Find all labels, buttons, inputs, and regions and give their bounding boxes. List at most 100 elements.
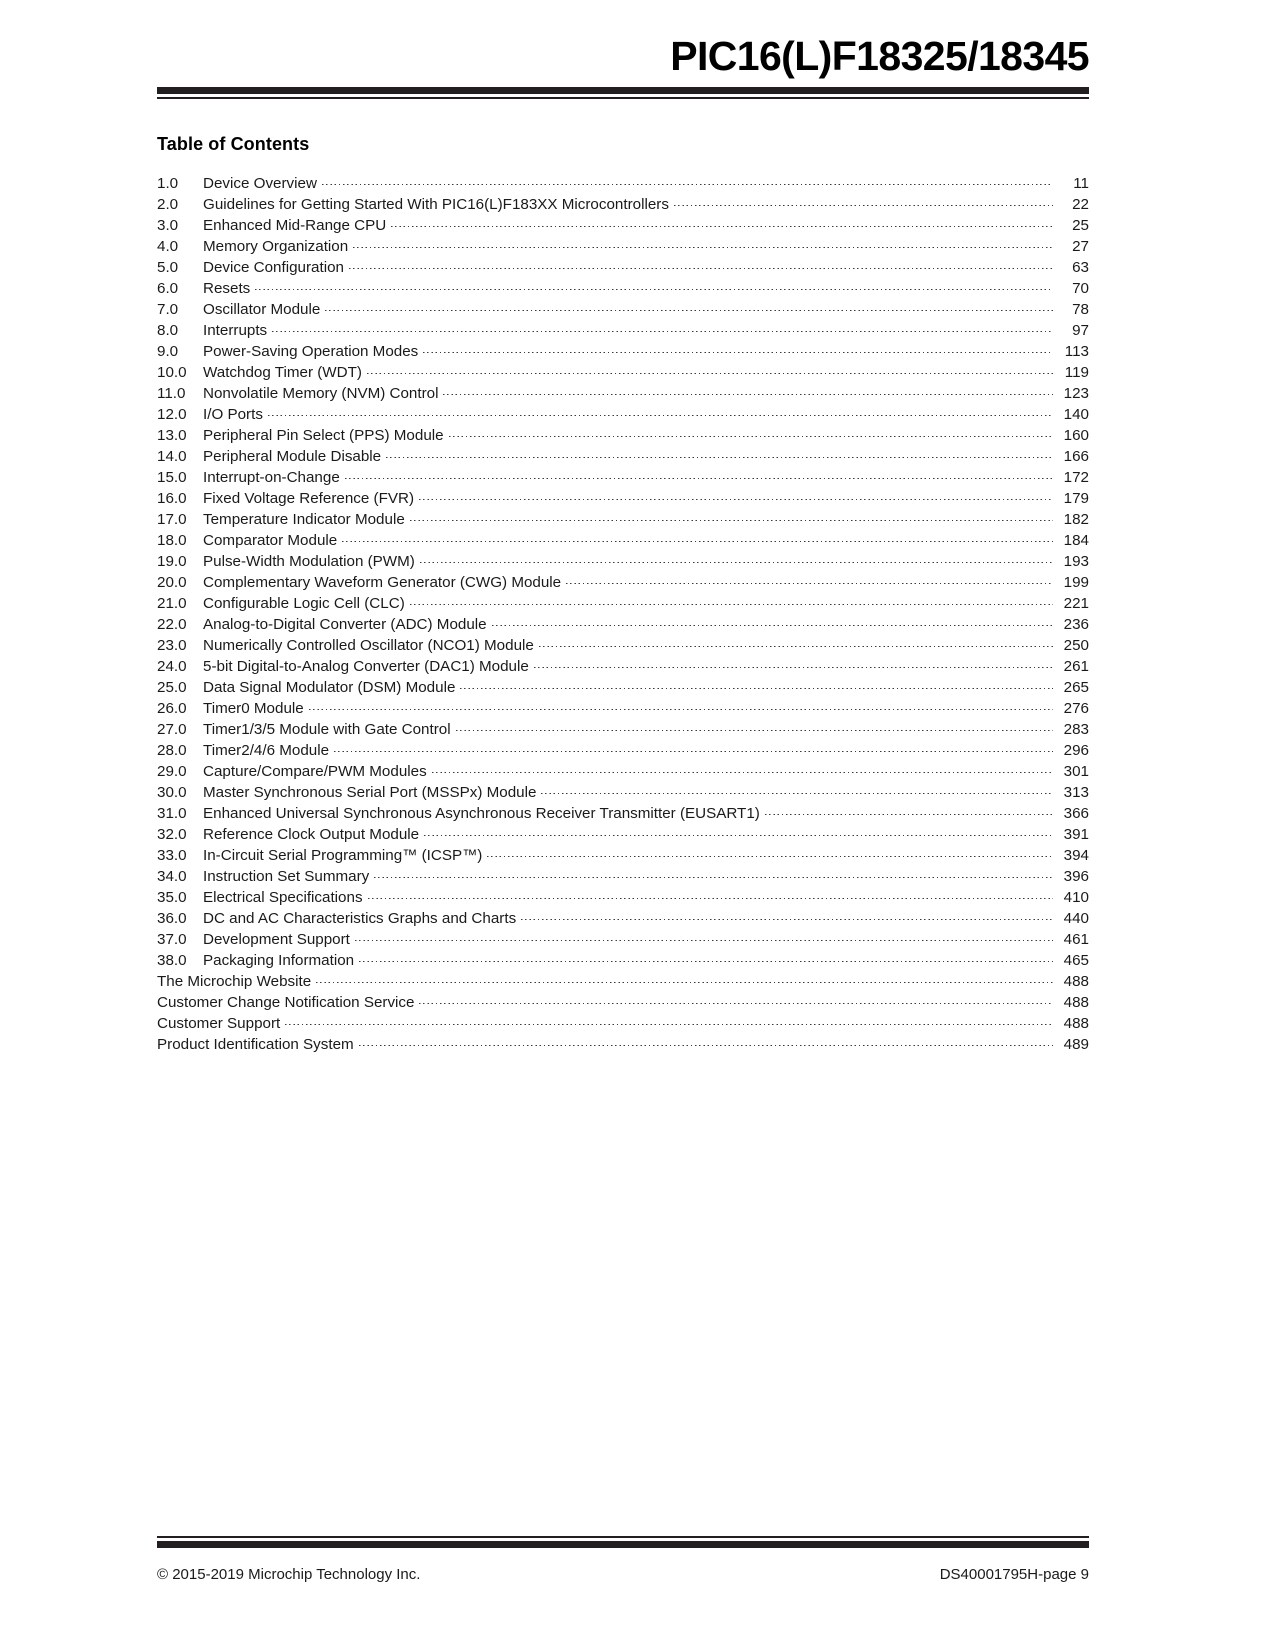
toc-leader-dots [359,950,1053,965]
toc-entry[interactable]: 10.0 Watchdog Timer (WDT) 119 [157,362,1089,383]
toc-entry[interactable]: 7.0 Oscillator Module 78 [157,299,1089,320]
toc-entry[interactable]: 5.0 Device Configuration 63 [157,257,1089,278]
toc-entry[interactable]: 31.0 Enhanced Universal Synchronous Async… [157,803,1089,824]
toc-leader-dots [491,614,1053,629]
toc-entry[interactable]: 28.0 Timer2/4/6 Module 296 [157,740,1089,761]
toc-entry[interactable]: The Microchip Website 488 [157,971,1089,992]
toc-leader-dots [334,740,1053,755]
toc-entry-title: Nonvolatile Memory (NVM) Control [203,385,439,402]
toc-entry[interactable]: 15.0 Interrupt-on-Change 172 [157,467,1089,488]
toc-entry[interactable]: 34.0 Instruction Set Summary 396 [157,866,1089,887]
toc-entry[interactable]: 23.0 Numerically Controlled Oscillator (N… [157,635,1089,656]
toc-entry[interactable]: 22.0 Analog-to-Digital Converter (ADC) Mo… [157,614,1089,635]
toc-leader-dots [533,656,1053,671]
toc-entry-title: Master Synchronous Serial Port (MSSPx) M… [203,784,537,801]
toc-entry-title: Temperature Indicator Module [203,511,405,528]
toc-entry-page-number: 488 [1063,1015,1089,1032]
toc-entry-number: 4.0 [157,238,179,255]
toc-entry[interactable]: 16.0 Fixed Voltage Reference (FVR) 179 [157,488,1089,509]
toc-leader-dots [285,1013,1053,1028]
toc-entry[interactable]: 6.0 Resets 70 [157,278,1089,299]
toc-leader-dots [419,551,1053,566]
toc-entry[interactable]: 13.0 Peripheral Pin Select (PPS) Module 16… [157,425,1089,446]
toc-entry[interactable]: 12.0 I/O Ports 140 [157,404,1089,425]
toc-leader-dots [316,971,1053,986]
toc-entry[interactable]: 26.0 Timer0 Module 276 [157,698,1089,719]
toc-entry-number: 2.0 [157,196,179,213]
toc-entry[interactable]: 37.0 Development Support 461 [157,929,1089,950]
toc-entry[interactable]: 32.0 Reference Clock Output Module 391 [157,824,1089,845]
toc-entry-page-number: 221 [1063,595,1089,612]
toc-entry-page-number: 179 [1063,490,1089,507]
toc-entry[interactable]: Customer Change Notification Service 488 [157,992,1089,1013]
toc-leader-dots [348,257,1053,272]
toc-entry[interactable]: 2.0 Guidelines for Getting Started With P… [157,194,1089,215]
toc-entry-number: 29.0 [157,763,187,780]
toc-entry-number: 19.0 [157,553,187,570]
toc-leader-dots [358,1034,1053,1049]
toc-entry-number: 32.0 [157,826,187,843]
toc-entry[interactable]: 18.0 Comparator Module 184 [157,530,1089,551]
toc-entry[interactable]: 1.0 Device Overview 11 [157,173,1089,194]
toc-entry-list: 1.0 Device Overview 11 2.0 Guidelines for Ge… [157,173,1089,1055]
toc-entry[interactable]: Customer Support 488 [157,1013,1089,1034]
toc-entry[interactable]: 27.0 Timer1/3/5 Module with Gate Control 2… [157,719,1089,740]
toc-entry-page-number: 440 [1063,910,1089,927]
toc-entry[interactable]: 14.0 Peripheral Module Disable 166 [157,446,1089,467]
toc-entry-page-number: 250 [1063,637,1089,654]
toc-leader-dots [431,761,1053,776]
toc-entry[interactable]: 30.0 Master Synchronous Serial Port (MSSP… [157,782,1089,803]
toc-entry-number: 8.0 [157,322,179,339]
toc-leader-dots [419,488,1053,503]
toc-entry[interactable]: 11.0 Nonvolatile Memory (NVM) Control 123 [157,383,1089,404]
toc-leader-dots [409,509,1053,524]
toc-entry[interactable]: 20.0 Complementary Waveform Generator (CW… [157,572,1089,593]
page-header: PIC16(L)F18325/18345 [157,36,1090,99]
toc-entry-title: Interrupt-on-Change [203,469,340,486]
header-rule-thin [157,97,1089,99]
toc-entry[interactable]: 33.0 In-Circuit Serial Programming™ (ICSP… [157,845,1089,866]
toc-entry[interactable]: 8.0 Interrupts 97 [157,320,1089,341]
toc-entry-page-number: 182 [1063,511,1089,528]
toc-leader-dots [374,866,1053,881]
toc-entry[interactable]: 36.0 DC and AC Characteristics Graphs and… [157,908,1089,929]
toc-entry[interactable]: 9.0 Power-Saving Operation Modes 113 [157,341,1089,362]
toc-entry-title: Device Overview [203,175,317,192]
toc-heading: Table of Contents [157,134,310,154]
toc-leader-dots [272,320,1053,335]
toc-entry[interactable]: 35.0 Electrical Specifications 410 [157,887,1089,908]
copyright-notice: © 2015-2019 Microchip Technology Inc. [157,1566,421,1583]
toc-entry[interactable]: 17.0 Temperature Indicator Module 182 [157,509,1089,530]
toc-entry-page-number: 193 [1063,553,1089,570]
toc-entry[interactable]: 21.0 Configurable Logic Cell (CLC) 221 [157,593,1089,614]
toc-entry-title: Pulse-Width Modulation (PWM) [203,553,415,570]
toc-leader-dots [764,803,1053,818]
toc-entry-number: 24.0 [157,658,187,675]
toc-entry[interactable]: 19.0 Pulse-Width Modulation (PWM) 193 [157,551,1089,572]
toc-entry-number: 10.0 [157,364,187,381]
toc-entry-page-number: 265 [1063,679,1089,696]
toc-entry[interactable]: 4.0 Memory Organization 27 [157,236,1089,257]
toc-entry[interactable]: Product Identification System 489 [157,1034,1089,1055]
toc-entry-page-number: 366 [1063,805,1089,822]
toc-entry-number: 5.0 [157,259,179,276]
toc-leader-dots [409,593,1053,608]
toc-entry-number: 18.0 [157,532,187,549]
toc-entry-page-number: 27 [1072,238,1089,255]
toc-entry-page-number: 261 [1063,658,1089,675]
header-rule-thick [157,87,1089,94]
toc-entry[interactable]: 38.0 Packaging Information 465 [157,950,1089,971]
toc-entry-title: Configurable Logic Cell (CLC) [203,595,405,612]
toc-leader-dots [308,698,1053,713]
toc-entry-title: Power-Saving Operation Modes [203,343,419,360]
toc-entry-title: Capture/Compare/PWM Modules [203,763,427,780]
toc-entry-number: 28.0 [157,742,187,759]
toc-entry-number: 13.0 [157,427,187,444]
toc-entry[interactable]: 29.0 Capture/Compare/PWM Modules 301 [157,761,1089,782]
toc-entry[interactable]: 3.0 Enhanced Mid-Range CPU 25 [157,215,1089,236]
toc-entry-page-number: 97 [1072,322,1089,339]
toc-entry-title: Electrical Specifications [203,889,363,906]
toc-entry[interactable]: 25.0 Data Signal Modulator (DSM) Module 26… [157,677,1089,698]
toc-entry-title: Fixed Voltage Reference (FVR) [203,490,415,507]
toc-entry[interactable]: 24.0 5-bit Digital-to-Analog Converter (D… [157,656,1089,677]
